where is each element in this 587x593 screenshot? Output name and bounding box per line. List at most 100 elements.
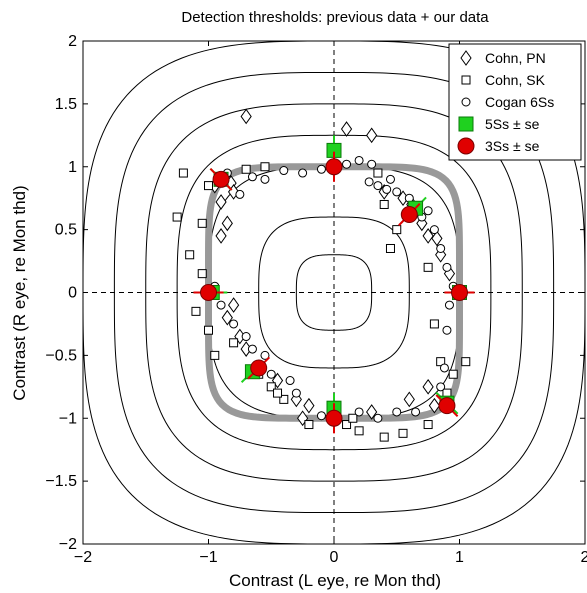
data-point bbox=[279, 166, 289, 176]
legend-label: Cogan 6Ss bbox=[485, 94, 554, 110]
series-4 bbox=[193, 151, 475, 434]
data-point bbox=[366, 404, 378, 420]
data-point bbox=[461, 357, 471, 367]
data-point bbox=[204, 325, 213, 335]
data-point bbox=[444, 300, 454, 310]
data-point bbox=[221, 215, 233, 232]
data-point bbox=[385, 174, 395, 184]
y-axis-label: Contrast (R eye, re Mon thd) bbox=[10, 185, 29, 400]
legend-marker bbox=[461, 97, 471, 107]
legend-label: 5Ss ± se bbox=[485, 116, 540, 132]
data-point bbox=[442, 325, 452, 335]
y-tick-label: 2 bbox=[68, 33, 77, 50]
data-point bbox=[197, 269, 207, 279]
data-point bbox=[340, 121, 353, 137]
y-tick-label: 1.5 bbox=[55, 96, 77, 113]
data-point bbox=[392, 187, 402, 197]
data-point bbox=[273, 388, 283, 398]
data-point bbox=[442, 262, 452, 272]
data-point bbox=[400, 206, 418, 224]
data-point bbox=[325, 409, 343, 427]
chart-title: Detection thresholds: previous data + ou… bbox=[181, 9, 489, 26]
data-point bbox=[325, 158, 343, 176]
legend-marker bbox=[460, 50, 472, 66]
data-point bbox=[416, 215, 428, 232]
data-point bbox=[438, 397, 456, 415]
data-point bbox=[241, 164, 251, 174]
data-point bbox=[247, 172, 257, 182]
data-point bbox=[436, 382, 446, 392]
data-point bbox=[451, 284, 468, 301]
data-point bbox=[200, 284, 217, 301]
data-point bbox=[423, 206, 433, 216]
data-point bbox=[221, 309, 233, 326]
data-point bbox=[303, 397, 315, 414]
data-point bbox=[247, 344, 257, 354]
data-point bbox=[429, 319, 439, 329]
data-point bbox=[354, 426, 364, 436]
data-point bbox=[241, 332, 251, 342]
legend-label: Cohn, SK bbox=[485, 72, 546, 88]
data-point bbox=[266, 382, 276, 392]
data-point bbox=[235, 189, 245, 199]
data-point bbox=[348, 413, 358, 423]
data-point bbox=[373, 413, 383, 423]
legend-label: Cohn, PN bbox=[485, 50, 546, 66]
data-point bbox=[229, 319, 239, 329]
data-point bbox=[385, 243, 395, 253]
series-3 bbox=[197, 135, 475, 424]
data-point bbox=[212, 170, 230, 188]
x-tick-label: −2 bbox=[74, 549, 92, 566]
data-point bbox=[423, 262, 433, 272]
legend-marker bbox=[457, 137, 475, 155]
data-point bbox=[260, 174, 270, 184]
x-tick-label: 1 bbox=[455, 549, 464, 566]
data-point bbox=[250, 359, 268, 377]
y-tick-label: −1.5 bbox=[45, 473, 77, 490]
data-point bbox=[291, 388, 301, 398]
data-point bbox=[354, 155, 364, 165]
data-point bbox=[210, 350, 220, 360]
series-1 bbox=[172, 162, 471, 442]
data-point bbox=[364, 177, 374, 187]
data-point bbox=[298, 168, 308, 178]
data-point bbox=[266, 369, 276, 379]
contour-line bbox=[295, 254, 373, 331]
legend-marker bbox=[458, 116, 474, 132]
data-point bbox=[379, 199, 389, 209]
data-point bbox=[411, 407, 421, 417]
data-point bbox=[436, 243, 446, 253]
data-point bbox=[382, 184, 392, 194]
data-point bbox=[423, 420, 433, 430]
data-point bbox=[316, 411, 326, 421]
data-point bbox=[373, 168, 383, 178]
data-point bbox=[379, 432, 389, 442]
data-point bbox=[354, 407, 364, 417]
data-point bbox=[229, 338, 239, 348]
data-point bbox=[429, 225, 439, 235]
data-point bbox=[342, 420, 352, 430]
legend-marker bbox=[461, 75, 471, 85]
data-point bbox=[240, 108, 252, 125]
contour-line bbox=[145, 103, 523, 482]
data-point bbox=[204, 181, 213, 191]
y-tick-label: 0 bbox=[68, 285, 77, 302]
data-point bbox=[279, 394, 289, 404]
y-tick-label: −0.5 bbox=[45, 347, 77, 364]
data-point bbox=[392, 225, 402, 235]
data-point bbox=[178, 168, 188, 178]
y-tick-label: 1 bbox=[68, 159, 77, 176]
data-point bbox=[431, 230, 443, 247]
data-point bbox=[197, 218, 207, 228]
legend-label: 3Ss ± se bbox=[485, 138, 540, 154]
legend: Cohn, PN Cohn, SK Cogan 6Ss 5Ss ± se 3Ss ± s… bbox=[448, 43, 582, 161]
x-axis-label: Contrast (L eye, re Mon thd) bbox=[229, 571, 441, 590]
data-point bbox=[285, 376, 295, 386]
y-tick-label: 0.5 bbox=[55, 222, 77, 239]
data-point bbox=[304, 420, 314, 430]
data-point bbox=[366, 127, 378, 144]
y-tick-label: −2 bbox=[59, 536, 77, 553]
x-tick-label: 0 bbox=[330, 549, 339, 566]
